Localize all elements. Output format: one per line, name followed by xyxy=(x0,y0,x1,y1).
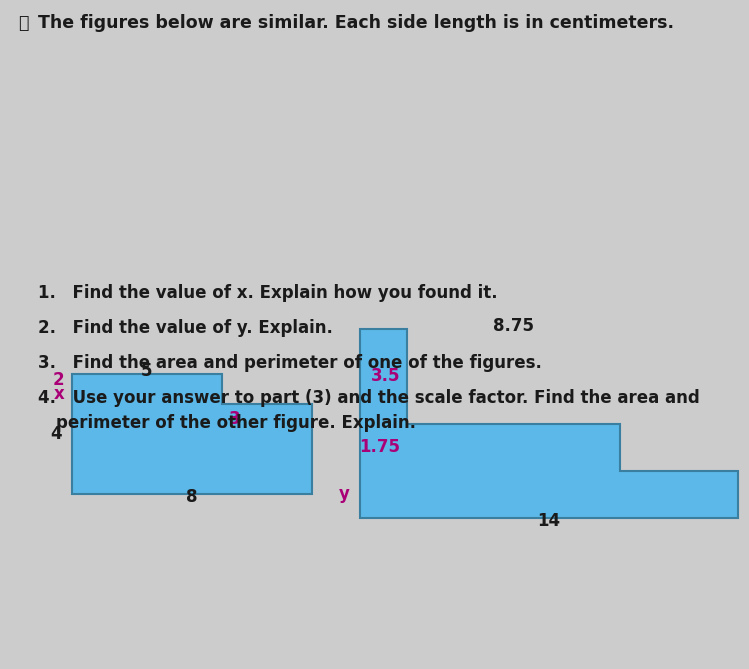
Text: ⓓ: ⓓ xyxy=(18,14,28,32)
Text: 2: 2 xyxy=(52,371,64,389)
Text: 8: 8 xyxy=(187,488,198,506)
Polygon shape xyxy=(360,329,738,518)
Text: 1.75: 1.75 xyxy=(360,438,400,456)
Polygon shape xyxy=(72,374,312,494)
Text: 5: 5 xyxy=(142,362,153,380)
Text: perimeter of the other figure. Explain.: perimeter of the other figure. Explain. xyxy=(56,414,416,432)
Text: The figures below are similar. Each side length is in centimeters.: The figures below are similar. Each side… xyxy=(32,14,674,32)
Text: y: y xyxy=(339,486,350,503)
Text: 1. Find the value of x. Explain how you found it.: 1. Find the value of x. Explain how you … xyxy=(38,284,497,302)
Text: 14: 14 xyxy=(538,512,560,530)
Text: 3.5: 3.5 xyxy=(371,367,400,385)
Text: x: x xyxy=(53,385,64,403)
Text: 5.25: 5.25 xyxy=(748,486,749,503)
Text: 3: 3 xyxy=(229,410,240,428)
Text: 2. Find the value of y. Explain.: 2. Find the value of y. Explain. xyxy=(38,319,333,337)
Text: 4: 4 xyxy=(50,425,62,443)
Text: 4. Use your answer to part (3) and the scale factor. Find the area and: 4. Use your answer to part (3) and the s… xyxy=(38,389,700,407)
Text: 8.75: 8.75 xyxy=(493,317,534,335)
Text: 3. Find the area and perimeter of one of the figures.: 3. Find the area and perimeter of one of… xyxy=(38,354,542,372)
